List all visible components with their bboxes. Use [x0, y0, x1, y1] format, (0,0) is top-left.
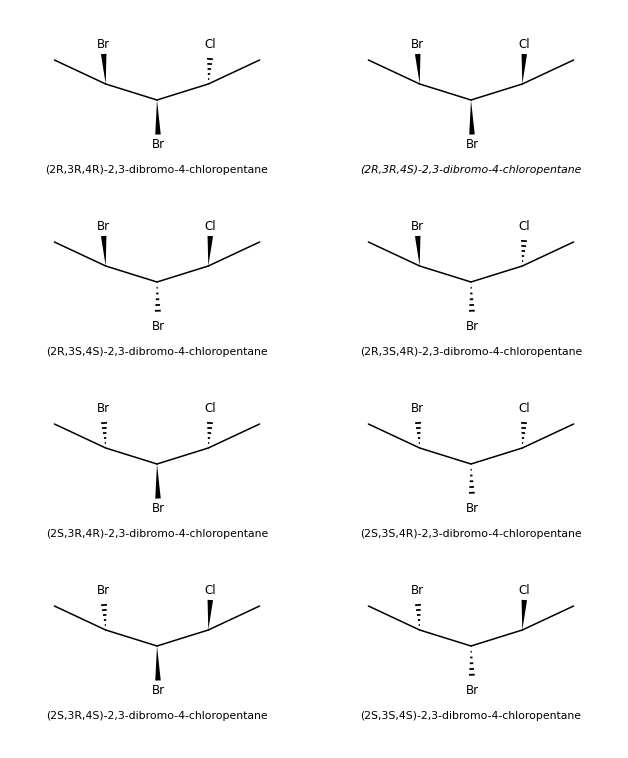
Polygon shape [208, 600, 213, 630]
Text: Cl: Cl [205, 220, 216, 233]
Text: (2S,3R,4S)-2,3-dibromo-4-chloropentane: (2S,3R,4S)-2,3-dibromo-4-chloropentane [46, 711, 268, 721]
Polygon shape [469, 100, 475, 135]
Text: Br: Br [411, 38, 425, 51]
Text: Br: Br [411, 402, 425, 415]
Text: Br: Br [151, 320, 165, 333]
Text: Br: Br [97, 584, 111, 597]
Polygon shape [155, 464, 161, 499]
Text: Cl: Cl [519, 38, 530, 51]
Polygon shape [208, 236, 213, 266]
Polygon shape [101, 54, 106, 84]
Text: Br: Br [465, 320, 479, 333]
Polygon shape [522, 600, 527, 630]
Text: Br: Br [151, 684, 165, 697]
Text: (2R,3S,4S)-2,3-dibromo-4-chloropentane: (2R,3S,4S)-2,3-dibromo-4-chloropentane [46, 347, 268, 357]
Text: Br: Br [97, 38, 111, 51]
Text: Cl: Cl [205, 584, 216, 597]
Text: (2R,3S,4R)-2,3-dibromo-4-chloropentane: (2R,3S,4R)-2,3-dibromo-4-chloropentane [360, 347, 582, 357]
Text: (2S,3R,4R)-2,3-dibromo-4-chloropentane: (2S,3R,4R)-2,3-dibromo-4-chloropentane [46, 529, 268, 539]
Text: (2R,3R,4R)-2,3-dibromo-4-chloropentane: (2R,3R,4R)-2,3-dibromo-4-chloropentane [46, 165, 268, 175]
Text: Br: Br [411, 220, 425, 233]
Polygon shape [155, 646, 161, 681]
Polygon shape [415, 54, 420, 84]
Text: Cl: Cl [205, 38, 216, 51]
Text: (2S,3S,4S)-2,3-dibromo-4-chloropentane: (2S,3S,4S)-2,3-dibromo-4-chloropentane [360, 711, 582, 721]
Polygon shape [415, 236, 420, 266]
Polygon shape [155, 100, 161, 135]
Text: Br: Br [465, 137, 479, 151]
Text: Cl: Cl [205, 402, 216, 415]
Text: Br: Br [151, 137, 165, 151]
Text: (2S,3S,4R)-2,3-dibromo-4-chloropentane: (2S,3S,4R)-2,3-dibromo-4-chloropentane [360, 529, 582, 539]
Text: Br: Br [151, 502, 165, 515]
Text: Br: Br [465, 684, 479, 697]
Text: Br: Br [97, 402, 111, 415]
Text: Br: Br [465, 502, 479, 515]
Text: Br: Br [97, 220, 111, 233]
Text: Cl: Cl [519, 220, 530, 233]
Text: Br: Br [411, 584, 425, 597]
Polygon shape [522, 54, 527, 84]
Text: Cl: Cl [519, 584, 530, 597]
Polygon shape [101, 236, 106, 266]
Text: (2R,3R,4S)-2,3-dibromo-4-chloropentane: (2R,3R,4S)-2,3-dibromo-4-chloropentane [360, 165, 582, 175]
Text: Cl: Cl [519, 402, 530, 415]
